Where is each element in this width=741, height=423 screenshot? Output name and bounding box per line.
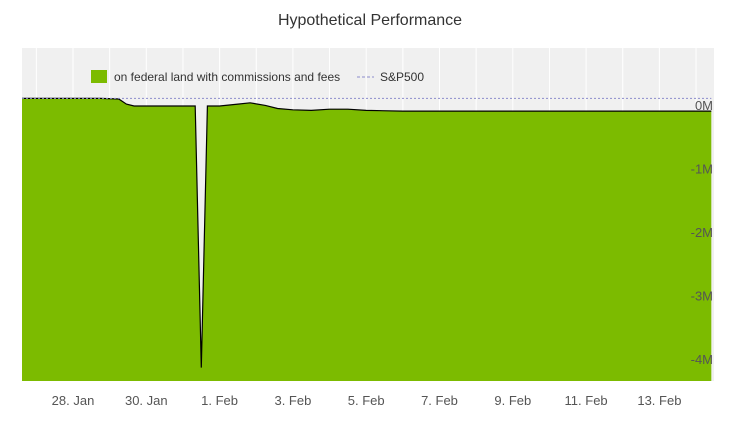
legend-swatch-strategy bbox=[91, 70, 107, 83]
x-tick-label: 11. Feb bbox=[565, 393, 608, 408]
x-tick-label: 1. Feb bbox=[201, 393, 238, 408]
y-tick-label: -1M bbox=[691, 162, 713, 177]
y-axis-ticks: 0M -1M -2M -3M -4M bbox=[691, 98, 713, 367]
legend-label-sp500: S&P500 bbox=[380, 70, 424, 84]
y-tick-label: -4M bbox=[691, 352, 713, 367]
y-tick-label: -2M bbox=[691, 225, 713, 240]
x-tick-label: 13. Feb bbox=[637, 393, 681, 408]
x-tick-label: 5. Feb bbox=[348, 393, 385, 408]
legend-label-strategy: on federal land with commissions and fee… bbox=[114, 70, 340, 84]
x-axis-ticks: 28. Jan 30. Jan 1. Feb 3. Feb 5. Feb 7. Feb 9.… bbox=[52, 393, 682, 408]
x-tick-label: 9. Feb bbox=[494, 393, 531, 408]
legend-item-sp500[interactable]: S&P500 bbox=[357, 70, 424, 84]
x-tick-label: 30. Jan bbox=[125, 393, 168, 408]
y-tick-label: 0M bbox=[695, 98, 713, 113]
x-tick-label: 3. Feb bbox=[274, 393, 311, 408]
area-layer bbox=[22, 97, 712, 382]
series-area-strategy[interactable] bbox=[22, 98, 712, 382]
legend: on federal land with commissions and fee… bbox=[91, 70, 424, 84]
chart-title: Hypothetical Performance bbox=[278, 12, 462, 29]
y-tick-label: -3M bbox=[691, 289, 713, 304]
series-line-strategy bbox=[22, 97, 712, 368]
x-tick-label: 7. Feb bbox=[421, 393, 458, 408]
legend-item-strategy[interactable]: on federal land with commissions and fee… bbox=[91, 70, 340, 84]
x-tick-label: 28. Jan bbox=[52, 393, 95, 408]
